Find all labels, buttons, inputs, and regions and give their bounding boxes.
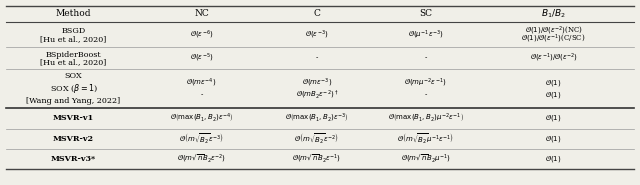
Text: $\mathcal{O}\left(m\sqrt{n}B_2\epsilon^{-2}\right)$: $\mathcal{O}\left(m\sqrt{n}B_2\epsilon^{… <box>177 153 226 165</box>
Text: $\mathcal{O}(1)/\mathcal{O}\left(\epsilon^{-2}\right)$(NC): $\mathcal{O}(1)/\mathcal{O}\left(\epsilo… <box>525 25 582 37</box>
Text: MSVR-v2: MSVR-v2 <box>53 135 94 143</box>
Text: NC: NC <box>194 9 209 18</box>
Text: $\mathcal{O}\left(m\epsilon^{-3}\right)$: $\mathcal{O}\left(m\epsilon^{-3}\right)$ <box>301 76 332 89</box>
Text: -: - <box>316 54 318 62</box>
Text: [Hu et al., 2020]: [Hu et al., 2020] <box>40 35 107 43</box>
Text: $\mathcal{O}\left(m\sqrt{n}B_2\epsilon^{-1}\right)$: $\mathcal{O}\left(m\sqrt{n}B_2\epsilon^{… <box>292 153 341 165</box>
Text: $B_1/B_2$: $B_1/B_2$ <box>541 8 566 20</box>
Text: -: - <box>424 54 427 62</box>
Text: MSVR-v1: MSVR-v1 <box>53 114 94 122</box>
Text: $\mathcal{O}\left(\epsilon^{-6}\right)$: $\mathcal{O}\left(\epsilon^{-6}\right)$ <box>190 28 213 41</box>
Text: $\mathcal{O}\left(\epsilon^{-3}\right)$: $\mathcal{O}\left(\epsilon^{-3}\right)$ <box>305 28 328 41</box>
Text: $\mathcal{O}\left(\epsilon^{-1}\right)/\mathcal{O}\left(\epsilon^{-2}\right)$: $\mathcal{O}\left(\epsilon^{-1}\right)/\… <box>529 52 578 64</box>
Text: BSpiderBoost: BSpiderBoost <box>46 51 101 59</box>
Text: SOX ($\beta=1$): SOX ($\beta=1$) <box>49 82 98 95</box>
Text: $\mathcal{O}\left(\max(B_1,B_2)\epsilon^{-3}\right)$: $\mathcal{O}\left(\max(B_1,B_2)\epsilon^… <box>285 112 349 125</box>
Text: $\mathcal{O}(1)$: $\mathcal{O}(1)$ <box>545 113 562 123</box>
Text: C: C <box>314 9 320 18</box>
Text: Method: Method <box>56 9 92 18</box>
Text: $\mathcal{O}\left(m\sqrt{n}B_2\mu^{-1}\right)$: $\mathcal{O}\left(m\sqrt{n}B_2\mu^{-1}\r… <box>401 153 451 165</box>
Text: $\mathcal{O}\left(m\sqrt{B_2}\mu^{-1}\epsilon^{-1}\right)$: $\mathcal{O}\left(m\sqrt{B_2}\mu^{-1}\ep… <box>397 132 454 146</box>
Text: $\mathcal{O}(1)$: $\mathcal{O}(1)$ <box>545 134 562 144</box>
Text: $\mathcal{O}\left(m\mu^{-2}\epsilon^{-1}\right)$: $\mathcal{O}\left(m\mu^{-2}\epsilon^{-1}… <box>404 76 447 89</box>
Text: $\mathcal{O}(1)$: $\mathcal{O}(1)$ <box>545 154 562 164</box>
Text: $\mathcal{O}\left(m\epsilon^{-4}\right)$: $\mathcal{O}\left(m\epsilon^{-4}\right)$ <box>186 76 217 89</box>
Text: $\mathcal{O}\left(\epsilon^{-5}\right)$: $\mathcal{O}\left(\epsilon^{-5}\right)$ <box>190 52 213 64</box>
Text: $\mathcal{O}\left(\mu^{-1}\epsilon^{-3}\right)$: $\mathcal{O}\left(\mu^{-1}\epsilon^{-3}\… <box>408 28 444 41</box>
Text: $\mathcal{O}(1)/\mathcal{O}\left(\epsilon^{-1}\right)$(C/SC): $\mathcal{O}(1)/\mathcal{O}\left(\epsilo… <box>522 33 586 45</box>
Text: -: - <box>200 91 203 99</box>
Text: $\mathcal{O}(1)$: $\mathcal{O}(1)$ <box>545 78 562 88</box>
Text: $\mathcal{O}\left(mB_2\epsilon^{-2}\right)^\dagger$: $\mathcal{O}\left(mB_2\epsilon^{-2}\righ… <box>296 89 338 101</box>
Text: $\mathcal{O}(1)$: $\mathcal{O}(1)$ <box>545 90 562 100</box>
Text: [Hu et al., 2020]: [Hu et al., 2020] <box>40 58 107 66</box>
Text: SC: SC <box>419 9 432 18</box>
Text: MSVR-v3*: MSVR-v3* <box>51 155 96 163</box>
Text: -: - <box>424 91 427 99</box>
Text: [Wang and Yang, 2022]: [Wang and Yang, 2022] <box>26 97 121 105</box>
Text: $\mathcal{O}\left(\max(B_1,B_2)\epsilon^{-4}\right)$: $\mathcal{O}\left(\max(B_1,B_2)\epsilon^… <box>170 112 234 125</box>
Text: $\mathcal{O}\left(\max(B_1,B_2)\mu^{-2}\epsilon^{-1}\right)$: $\mathcal{O}\left(\max(B_1,B_2)\mu^{-2}\… <box>388 112 463 125</box>
Text: SOX: SOX <box>65 72 83 80</box>
Text: $\mathcal{O}\left(m\sqrt{B_2}\epsilon^{-3}\right)$: $\mathcal{O}\left(m\sqrt{B_2}\epsilon^{-… <box>179 132 224 146</box>
Text: BSGD: BSGD <box>61 27 86 35</box>
Text: $\mathcal{O}\left(m\sqrt{B_2}\epsilon^{-2}\right)$: $\mathcal{O}\left(m\sqrt{B_2}\epsilon^{-… <box>294 132 339 146</box>
